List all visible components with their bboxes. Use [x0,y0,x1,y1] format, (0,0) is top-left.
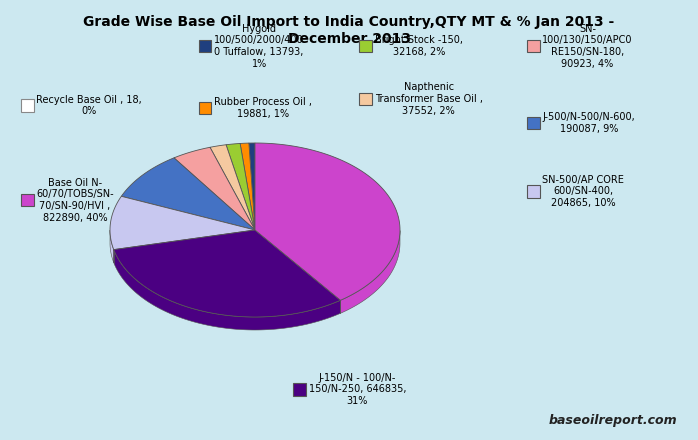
Text: Base Oil N-
60/70/TOBS/SN-
70/SN-90/HVI ,
822890, 40%: Base Oil N- 60/70/TOBS/SN- 70/SN-90/HVI … [36,178,114,223]
Text: baseoilreport.com: baseoilreport.com [549,414,677,427]
Text: Grade Wise Base Oil Import to India Country,QTY MT & % Jan 2013 -
December 2013: Grade Wise Base Oil Import to India Coun… [83,15,615,46]
Polygon shape [110,196,255,249]
Polygon shape [249,143,255,230]
Polygon shape [114,249,341,330]
Text: SN-
100/130/150/APC0
RE150/SN-180,
90923, 4%: SN- 100/130/150/APC0 RE150/SN-180, 90923… [542,24,633,69]
Polygon shape [174,147,255,230]
Text: Recycle Base Oil , 18,
0%: Recycle Base Oil , 18, 0% [36,95,142,117]
Text: Hygold
100/500/2000/400
0 Tuffalow, 13793,
1%: Hygold 100/500/2000/400 0 Tuffalow, 1379… [214,24,304,69]
Polygon shape [210,145,255,230]
Text: J-150/N - 100/N-
150/N-250, 646835,
31%: J-150/N - 100/N- 150/N-250, 646835, 31% [309,373,406,406]
Text: Napthenic
Transformer Base Oil ,
37552, 2%: Napthenic Transformer Base Oil , 37552, … [375,82,483,116]
Polygon shape [226,143,255,230]
Polygon shape [114,230,341,317]
Polygon shape [110,230,114,263]
Polygon shape [341,231,400,313]
Polygon shape [240,143,255,230]
Text: Rubber Process Oil ,
19881, 1%: Rubber Process Oil , 19881, 1% [214,97,312,119]
Text: SN-500/AP CORE
600/SN-400,
204865, 10%: SN-500/AP CORE 600/SN-400, 204865, 10% [542,175,624,208]
Polygon shape [121,158,255,230]
Polygon shape [255,143,400,300]
Text: Bright Stock -150,
32168, 2%: Bright Stock -150, 32168, 2% [375,35,463,57]
Text: J-500/N-500/N-600,
190087, 9%: J-500/N-500/N-600, 190087, 9% [542,112,635,134]
